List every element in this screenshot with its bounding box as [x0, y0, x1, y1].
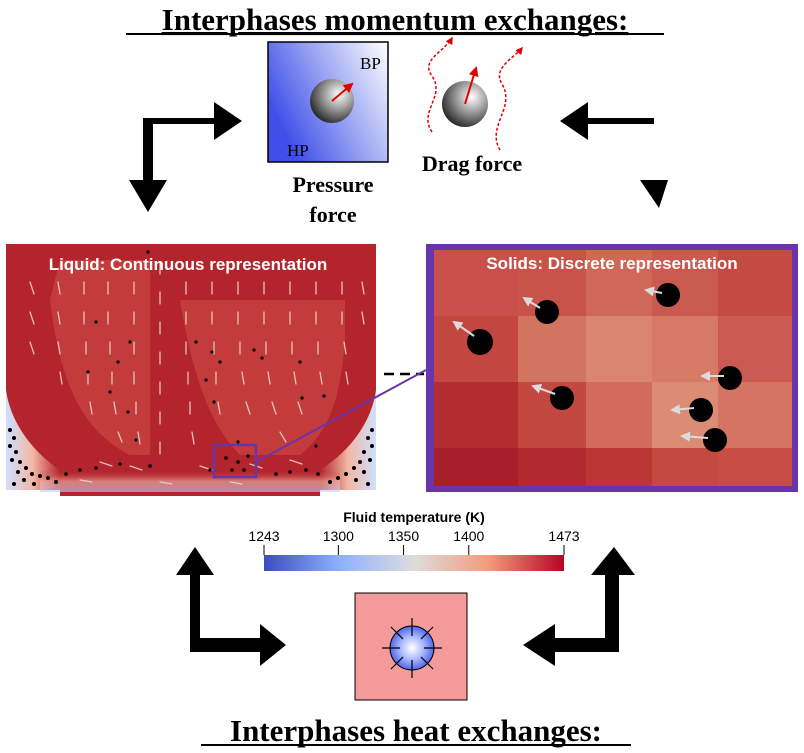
flow-arrows [129, 102, 668, 666]
velocity-glyphs [29, 261, 365, 485]
solids-cells [434, 250, 792, 486]
colorbar-tick-label: 1400 [453, 528, 484, 544]
arrow-bottom-right [523, 547, 635, 666]
heat-flux-arrows [382, 618, 442, 678]
pressure-force-arrow [331, 82, 354, 102]
bp-label: BP [360, 54, 381, 73]
cold-wall-right [320, 390, 376, 490]
cold-wall-left [6, 390, 60, 490]
wall-particles [8, 428, 374, 486]
streamline-left [427, 36, 453, 133]
colorbar: Fluid temperature (K) 1243 1300 1350 1400 14… [248, 509, 580, 571]
drag-force-illustration [427, 36, 523, 151]
colorbar-gradient [264, 555, 564, 571]
arrow-top-right [560, 102, 668, 208]
solids-panel: Solids: Discrete representation [426, 244, 798, 492]
particle-5 [700, 366, 742, 390]
solids-title: Solids: Discrete representation [486, 254, 737, 273]
colorbar-title: Fluid temperature (K) [343, 509, 485, 525]
zoom-connector [255, 369, 427, 463]
drag-force-arrow [464, 66, 479, 105]
hp-label: HP [287, 141, 309, 160]
colorbar-tick-label: 1350 [388, 528, 419, 544]
particle-6 [670, 398, 713, 422]
drag-label: Drag force [422, 151, 523, 176]
heat-exchange-illustration [354, 592, 468, 701]
arrow-top-left [129, 102, 242, 212]
arrow-bottom-left [176, 547, 286, 666]
particle-3 [644, 283, 680, 307]
particle-7 [680, 428, 727, 452]
colorbar-tick-label: 1300 [323, 528, 354, 544]
cold-bottom [40, 470, 340, 492]
colorbar-tick-label: 1243 [248, 528, 279, 544]
solid-particles [452, 283, 742, 452]
colorbar-ticks: 1243 1300 1350 1400 1473 [248, 528, 580, 555]
plume-left [50, 260, 150, 455]
title-heat: Interphases heat exchanges: [230, 713, 602, 748]
liquid-title: Liquid: Continuous representation [49, 255, 328, 274]
suspended-particles [86, 250, 326, 472]
title-momentum: Interphases momentum exchanges: [162, 2, 629, 37]
particle-2 [522, 296, 559, 324]
pressure-force-illustration: BP HP [267, 41, 389, 163]
plume-right [180, 300, 345, 455]
pressure-label-line1: Pressure [292, 172, 373, 197]
liquid-field [6, 244, 376, 490]
particle-1 [452, 320, 493, 355]
particle-4 [531, 384, 574, 410]
colorbar-tick-label: 1473 [548, 528, 579, 544]
pressure-label-line2: force [309, 202, 356, 227]
streamline-right [495, 46, 523, 151]
liquid-panel: Liquid: Continuous representation [6, 244, 376, 496]
